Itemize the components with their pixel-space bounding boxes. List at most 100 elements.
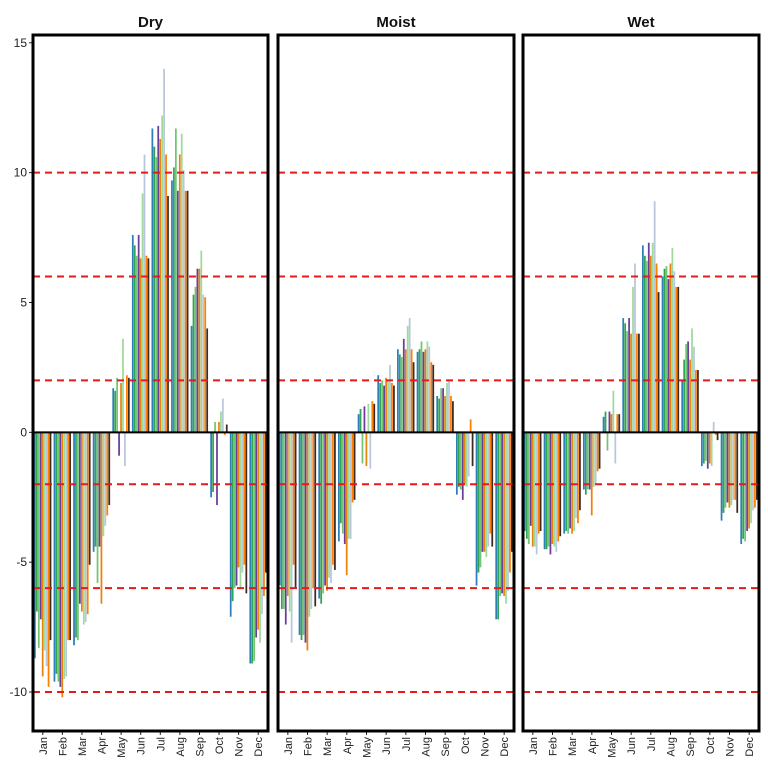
bar-dry-feb-3 [57, 432, 60, 682]
bar-wet-dec-2 [742, 432, 745, 539]
bar-dry-nov-2 [231, 432, 234, 602]
bar-moist-jan-4 [284, 432, 287, 625]
bar-wet-may-4 [608, 411, 611, 433]
x-tick-label-moist-mar: Mar [322, 737, 334, 756]
x-tick-label-moist-oct: Oct [460, 737, 472, 754]
x-tick-label-wet-jul: Jul [646, 737, 658, 751]
bar-dry-sep-2 [192, 294, 195, 433]
bar-moist-mar-3 [322, 432, 325, 594]
x-tick-label-dry-apr: Apr [97, 737, 109, 754]
bar-wet-jan-4 [529, 432, 532, 526]
bar-moist-jun-7 [389, 364, 391, 433]
bar-wet-jan-3 [527, 432, 530, 545]
bar-wet-dec-6 [750, 432, 752, 524]
bar-moist-mar-1 [318, 432, 321, 599]
bar-moist-nov-3 [479, 432, 482, 568]
bar-dry-mar-6 [82, 432, 85, 625]
bar-wet-oct-7 [712, 421, 715, 433]
bar-wet-jun-6 [632, 286, 634, 433]
x-tick-label-wet-jun: Jun [626, 737, 638, 755]
bar-dry-jan-1 [34, 432, 36, 659]
bar-wet-jul-6 [651, 242, 654, 433]
bar-wet-jul-1 [642, 245, 644, 433]
bar-moist-apr-4 [343, 432, 346, 545]
bar-wet-apr-8 [596, 432, 599, 472]
bar-moist-may-4 [363, 406, 366, 433]
bar-moist-dec-9 [511, 432, 513, 552]
panel-title-moist: Moist [376, 14, 415, 31]
bar-wet-aug-8 [675, 286, 678, 433]
bar-moist-jan-8 [292, 432, 295, 565]
bar-wet-sep-5 [689, 359, 691, 433]
x-tick-label-moist-aug: Aug [421, 737, 433, 757]
bar-dry-jan-7 [45, 432, 48, 667]
bar-moist-apr-5 [345, 432, 348, 576]
bar-wet-feb-4 [549, 432, 552, 555]
bar-wet-feb-2 [545, 432, 548, 550]
bar-moist-jan-7 [290, 432, 293, 643]
x-tick-label-moist-jun: Jun [381, 737, 393, 755]
bar-dry-feb-8 [67, 432, 70, 641]
bar-wet-may-2 [604, 411, 607, 433]
y-tick-label: 0 [20, 425, 27, 439]
bar-wet-jan-6 [533, 432, 536, 547]
bar-dry-apr-6 [102, 432, 105, 537]
bar-dry-oct-6 [220, 411, 222, 433]
bar-dry-may-1 [112, 388, 115, 433]
bar-dry-aug-7 [182, 170, 185, 433]
bar-dry-jun-4 [137, 234, 140, 433]
y-tick-label: 5 [20, 295, 27, 309]
bar-wet-sep-4 [687, 341, 689, 433]
x-tick-label-dry-jul: Jul [155, 737, 167, 751]
panel-frame-wet [521, 33, 761, 733]
bar-wet-dec-4 [746, 432, 748, 532]
x-tick-label-dry-may: May [116, 737, 128, 758]
bar-moist-mar-7 [330, 432, 332, 583]
bar-wet-dec-9 [756, 432, 758, 500]
bar-dry-aug-1 [171, 180, 173, 433]
bar-dry-jun-6 [141, 193, 144, 433]
bar-dry-jul-5 [159, 138, 162, 433]
bar-wet-mar-4 [569, 432, 571, 529]
bar-dry-oct-7 [221, 398, 224, 433]
bar-moist-jul-8 [410, 349, 413, 433]
bar-dry-mar-5 [80, 432, 83, 612]
x-tick-label-wet-mar: Mar [567, 737, 579, 756]
bar-wet-jun-7 [634, 263, 636, 433]
bar-wet-feb-5 [551, 432, 554, 545]
bar-dry-dec-3 [253, 432, 256, 661]
bar-moist-sep-2 [438, 398, 441, 433]
bar-moist-may-9 [373, 403, 376, 433]
bar-moist-dec-3 [499, 432, 502, 596]
bar-moist-mar-6 [328, 432, 330, 578]
bar-dry-aug-2 [173, 167, 175, 433]
bar-wet-jan-7 [535, 432, 538, 555]
bar-moist-may-5 [365, 432, 368, 467]
bar-dry-dec-6 [259, 432, 261, 643]
bar-moist-dec-7 [507, 432, 509, 591]
bar-wet-dec-7 [752, 432, 754, 511]
bar-dry-aug-9 [186, 190, 189, 433]
bar-wet-aug-9 [677, 286, 680, 433]
bar-moist-jan-5 [286, 432, 289, 596]
bar-wet-feb-6 [553, 432, 556, 547]
bar-moist-apr-7 [349, 432, 352, 539]
bar-wet-aug-6 [671, 247, 674, 433]
bar-moist-mar-8 [332, 432, 334, 565]
bar-dry-mar-2 [75, 432, 77, 638]
bar-dry-sep-1 [190, 325, 193, 433]
bar-dry-apr-5 [100, 432, 103, 604]
bar-wet-apr-6 [592, 432, 595, 487]
bar-wet-jul-2 [643, 255, 646, 433]
bar-wet-mar-6 [573, 432, 575, 532]
y-tick-label: 10 [14, 166, 28, 180]
bar-moist-may-2 [359, 408, 362, 433]
x-tick-label-dry-mar: Mar [77, 737, 89, 756]
bar-dry-jan-9 [49, 432, 52, 641]
bar-dry-may-5 [120, 383, 122, 433]
bar-wet-nov-6 [730, 432, 733, 506]
bar-wet-jul-5 [649, 255, 652, 433]
bar-dry-dec-7 [261, 432, 263, 615]
bar-wet-aug-5 [669, 263, 672, 433]
bar-moist-dec-6 [505, 432, 507, 604]
